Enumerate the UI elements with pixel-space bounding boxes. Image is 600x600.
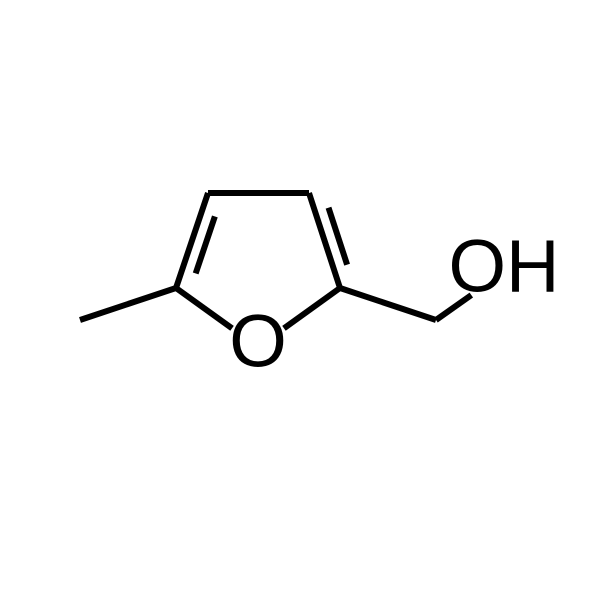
bond-C2-C3: [309, 193, 340, 288]
atom-label-O_ring: O: [229, 300, 287, 383]
bond-C5-CH3: [80, 288, 176, 320]
bond-C5-O_ring: [176, 288, 232, 328]
molecule-diagram: O OH: [0, 0, 600, 600]
atom-label-OH: OH: [449, 225, 560, 308]
bond-O_ring-C2: [284, 288, 340, 328]
bond-C2-CH2: [340, 288, 436, 320]
bond-C4-C5: [176, 193, 208, 288]
